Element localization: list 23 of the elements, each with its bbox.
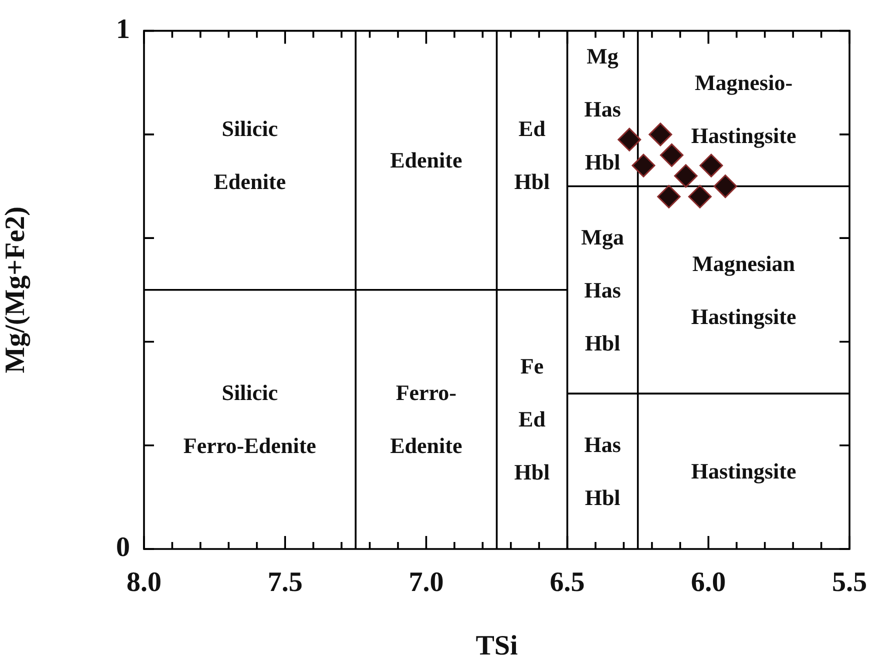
y-axis-title: Mg/(Mg+Fe2) [0, 206, 32, 374]
y-tick-label: 0 [116, 532, 130, 564]
x-tick-label: 8.0 [126, 567, 162, 598]
y-tick-label: 1 [116, 14, 130, 46]
x-tick-label: 7.5 [268, 567, 303, 598]
text: Ferro- Edenite [390, 380, 462, 458]
annotation: Hastingsite [691, 458, 796, 486]
text: Mga Has Hbl [581, 224, 624, 356]
annotation: Ferro-Edenite [183, 433, 316, 458]
text: Magnesian Hastingsite [691, 250, 796, 329]
x-tick-label: 6.0 [690, 567, 726, 598]
text: Silicic Edenite [214, 116, 286, 194]
x-tick-label: 6.5 [550, 567, 585, 598]
annotation: Edenite [390, 146, 462, 175]
text: Fe Ed Hbl [514, 354, 550, 485]
x-tick-label: 7.0 [408, 567, 444, 598]
text: Has Hbl [584, 432, 621, 510]
text: Magnesio- Hastingsite [691, 70, 796, 148]
text: Mg Has Hbl [584, 43, 621, 174]
text: Ed Hbl [514, 116, 550, 194]
text: Silicic [222, 380, 278, 406]
x-tick-label: 5.5 [832, 567, 867, 598]
x-axis-title: TSi [476, 630, 518, 662]
